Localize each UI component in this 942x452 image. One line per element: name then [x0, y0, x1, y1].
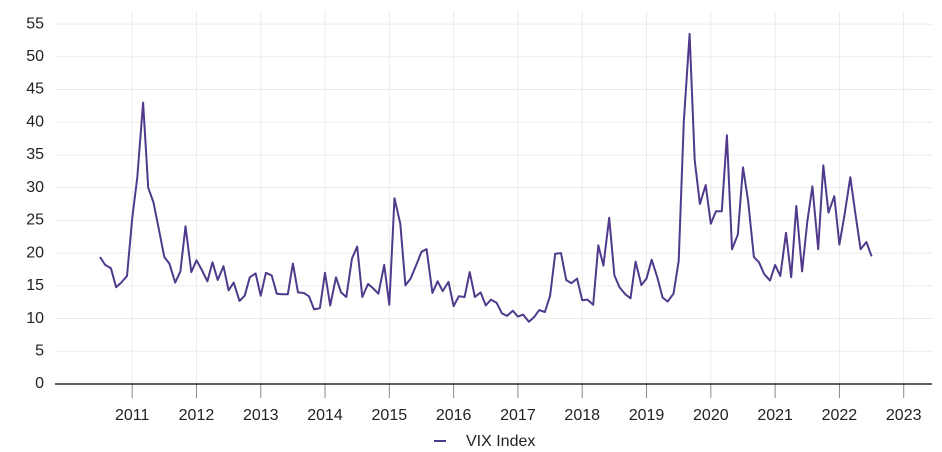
x-tick-label: 2023 [886, 407, 922, 424]
y-tick-label: 5 [35, 342, 44, 359]
x-tick-label: 2015 [372, 407, 408, 424]
y-tick-label: 15 [26, 277, 44, 294]
y-tick-label: 50 [26, 48, 44, 65]
x-tick-label: 2013 [243, 407, 279, 424]
y-tick-label: 10 [26, 310, 44, 327]
x-tick-label: 2018 [564, 407, 600, 424]
y-tick-label: 25 [26, 212, 44, 229]
y-tick-label: 30 [26, 179, 44, 196]
y-tick-label: 45 [26, 81, 44, 98]
legend-label: VIX Index [466, 433, 535, 450]
y-tick-label: 20 [26, 244, 44, 261]
x-tick-label: 2016 [436, 407, 472, 424]
x-tick-label: 2022 [822, 407, 858, 424]
x-tick-label: 2021 [757, 407, 793, 424]
x-tick-label: 2020 [693, 407, 729, 424]
y-tick-label: 55 [26, 15, 44, 32]
x-tick-label: 2017 [500, 407, 536, 424]
x-tick-label: 2012 [179, 407, 215, 424]
x-tick-label: 2019 [629, 407, 665, 424]
line-series [99, 32, 873, 323]
x-tick-label: 2011 [115, 407, 150, 424]
y-tick-label: 35 [26, 146, 44, 163]
y-tick-label: 0 [35, 375, 44, 392]
x-tick-label: 2014 [307, 407, 343, 424]
y-tick-label: 40 [26, 113, 44, 130]
